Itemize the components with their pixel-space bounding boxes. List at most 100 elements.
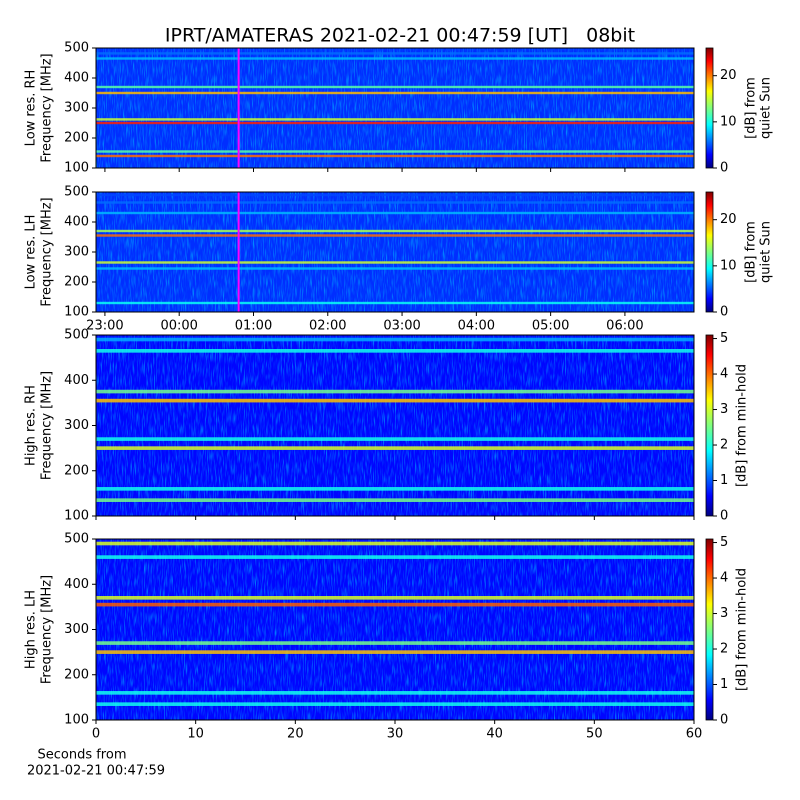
x-tick-label: 06:00 bbox=[606, 319, 643, 334]
y-axis-label: Low res. RH bbox=[24, 70, 39, 147]
band bbox=[96, 301, 694, 305]
band bbox=[96, 398, 694, 403]
colorbar-tick-label: 20 bbox=[720, 68, 737, 83]
x-tick-label: 01:00 bbox=[235, 319, 272, 334]
y-tick-label: 400 bbox=[64, 577, 89, 592]
y-tick-label: 200 bbox=[64, 667, 89, 682]
texture bbox=[96, 192, 694, 312]
colorbar-label: [dB] from bbox=[744, 221, 759, 283]
band bbox=[96, 541, 694, 546]
colorbar-tick-label: 0 bbox=[720, 713, 728, 728]
x-tick-label: 10 bbox=[187, 727, 204, 742]
x-tick-label: 05:00 bbox=[532, 319, 569, 334]
chart-title: IPRT/AMATERAS 2021-02-21 00:47:59 [UT] 0… bbox=[165, 25, 635, 47]
y-tick-label: 200 bbox=[64, 275, 89, 290]
band bbox=[96, 641, 694, 645]
band bbox=[96, 650, 694, 654]
band bbox=[96, 702, 694, 706]
colorbar-tick-label: 20 bbox=[720, 212, 737, 227]
band bbox=[96, 150, 694, 153]
x-tick-label: 50 bbox=[586, 727, 603, 742]
y-tick-label: 400 bbox=[64, 373, 89, 388]
y-tick-label: 500 bbox=[64, 328, 89, 343]
y-tick-label: 300 bbox=[64, 622, 89, 637]
x-tick-label: 00:00 bbox=[160, 319, 197, 334]
band bbox=[96, 446, 694, 450]
y-axis-label: Frequency [MHz] bbox=[40, 575, 55, 684]
band bbox=[96, 498, 694, 502]
colorbar bbox=[705, 334, 714, 517]
colorbar-tick-label: 3 bbox=[720, 606, 728, 621]
band bbox=[96, 121, 694, 125]
y-axis-label: High res. RH bbox=[24, 385, 39, 466]
band bbox=[96, 201, 694, 204]
colorbar-tick-label: 1 bbox=[720, 677, 728, 692]
band bbox=[96, 349, 694, 353]
y-tick-label: 400 bbox=[64, 71, 89, 86]
y-tick-label: 200 bbox=[64, 131, 89, 146]
band bbox=[96, 118, 694, 121]
x-tick-label: 23:00 bbox=[86, 319, 123, 334]
x-axis-label: Seconds from bbox=[37, 748, 126, 763]
y-tick-label: 300 bbox=[64, 418, 89, 433]
band bbox=[96, 691, 694, 695]
y-axis-label: Frequency [MHz] bbox=[40, 371, 55, 480]
texture bbox=[96, 539, 694, 720]
band bbox=[96, 91, 694, 95]
colorbar-tick-label: 5 bbox=[720, 331, 728, 346]
x-axis-label: 2021-02-21 00:47:59 bbox=[27, 764, 165, 779]
y-tick-label: 100 bbox=[64, 713, 89, 728]
colorbar-tick-label: 2 bbox=[720, 642, 728, 657]
y-axis-label: Low res. LH bbox=[24, 215, 39, 290]
colorbar-tick-label: 4 bbox=[720, 367, 728, 382]
colorbar-label: [dB] from min-hold bbox=[735, 364, 750, 487]
x-tick-label: 0 bbox=[92, 727, 100, 742]
colorbar-tick-label: 0 bbox=[720, 305, 728, 320]
band bbox=[96, 154, 694, 158]
colorbar-label: [dB] from bbox=[744, 77, 759, 139]
colorbar-tick-label: 0 bbox=[720, 509, 728, 524]
colorbar bbox=[705, 191, 714, 313]
y-axis-label: Frequency [MHz] bbox=[40, 197, 55, 306]
colorbar-tick-label: 4 bbox=[720, 571, 728, 586]
colorbar-tick-label: 10 bbox=[720, 114, 737, 129]
band bbox=[96, 85, 694, 89]
band bbox=[96, 52, 694, 55]
y-tick-label: 300 bbox=[64, 101, 89, 116]
band bbox=[96, 229, 694, 233]
colorbar-label: quiet Sun bbox=[759, 221, 774, 283]
band bbox=[96, 555, 694, 559]
colorbar-tick-label: 0 bbox=[720, 161, 728, 176]
colorbar-label: quiet Sun bbox=[759, 77, 774, 139]
spectrogram bbox=[96, 539, 694, 720]
y-tick-label: 500 bbox=[64, 185, 89, 200]
colorbar bbox=[705, 538, 714, 721]
y-tick-label: 200 bbox=[64, 463, 89, 478]
spectrogram bbox=[96, 192, 694, 312]
spectrogram bbox=[96, 48, 694, 168]
y-tick-label: 100 bbox=[64, 305, 89, 320]
texture bbox=[96, 335, 694, 516]
colorbar bbox=[705, 47, 714, 169]
colorbar-label: [dB] from min-hold bbox=[735, 568, 750, 691]
texture bbox=[96, 48, 694, 168]
band bbox=[96, 234, 694, 237]
y-tick-label: 100 bbox=[64, 161, 89, 176]
x-tick-label: 30 bbox=[387, 727, 404, 742]
y-tick-label: 300 bbox=[64, 245, 89, 260]
colorbar-tick-label: 2 bbox=[720, 438, 728, 453]
colorbar-tick-label: 3 bbox=[720, 402, 728, 417]
band bbox=[96, 267, 694, 270]
band bbox=[96, 337, 694, 342]
x-tick-label: 03:00 bbox=[383, 319, 420, 334]
colorbar-tick-label: 5 bbox=[720, 535, 728, 550]
band bbox=[96, 57, 694, 60]
band bbox=[96, 261, 694, 264]
y-axis-label: Frequency [MHz] bbox=[40, 53, 55, 162]
x-tick-label: 04:00 bbox=[458, 319, 495, 334]
band bbox=[96, 437, 694, 441]
band bbox=[96, 389, 694, 394]
band bbox=[96, 487, 694, 491]
y-tick-label: 100 bbox=[64, 509, 89, 524]
